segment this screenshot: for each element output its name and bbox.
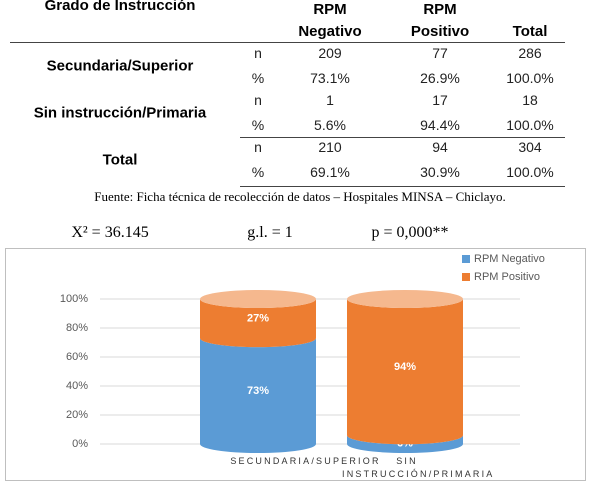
column-header: RPM Positivo <box>410 1 470 40</box>
legend-swatch <box>462 273 470 281</box>
value-label: 73% <box>247 385 269 397</box>
table-cell: 100.0% <box>506 70 554 86</box>
table-cell: 209 <box>318 45 342 61</box>
statistic: X² = 36.145 <box>71 224 149 241</box>
legend-label: RPM Positivo <box>474 271 540 283</box>
bar-segment <box>200 299 316 348</box>
row-group-label: Total <box>102 151 138 169</box>
bar-segment <box>347 435 463 453</box>
table-cell: % <box>251 164 265 180</box>
bar-top <box>200 290 316 308</box>
row-group-label: Sin instrucción/Primaria <box>33 104 207 122</box>
column-header: RPM Negativo <box>298 1 362 40</box>
legend-swatch <box>462 255 470 263</box>
table-cell: 304 <box>518 139 542 155</box>
column-header: Total <box>512 23 548 40</box>
table-cell: 100.0% <box>506 164 554 180</box>
bar-top <box>347 290 463 308</box>
table-cell: 94.4% <box>420 117 460 133</box>
table-cell: 17 <box>432 92 448 108</box>
table-cell: 30.9% <box>420 164 460 180</box>
row-group-label: Secundaria/Superior <box>46 57 194 75</box>
x-tick-label: SIN INSTRUCCIÓN/PRIMARIA <box>342 456 495 479</box>
x-tick-label: SECUNDARIA/SUPERIOR <box>230 456 381 466</box>
table-cell: 210 <box>318 139 342 155</box>
table-cell: n <box>254 139 262 155</box>
y-tick-label: 60% <box>66 351 88 363</box>
table-cell: n <box>254 45 262 61</box>
table-cell: 69.1% <box>310 164 350 180</box>
table-cell: 18 <box>522 92 538 108</box>
source-note: Fuente: Ficha técnica de recolección de … <box>94 189 506 204</box>
table-cell: % <box>251 117 265 133</box>
legend-label: RPM Negativo <box>474 253 545 265</box>
row-rule <box>240 137 565 138</box>
bar-segment <box>347 299 463 445</box>
statistic: g.l. = 1 <box>247 224 293 241</box>
table-cell: n <box>254 92 262 108</box>
table-cell: 26.9% <box>420 70 460 86</box>
table-cell: 100.0% <box>506 117 554 133</box>
table-cell: 73.1% <box>310 70 350 86</box>
value-label: 27% <box>247 312 269 324</box>
y-tick-label: 40% <box>66 380 88 392</box>
column-header: Grado de Instrucción <box>44 0 196 14</box>
y-tick-label: 80% <box>66 322 88 334</box>
y-tick-label: 0% <box>72 438 88 450</box>
bar-segment <box>200 338 316 453</box>
y-tick-label: 100% <box>60 293 88 305</box>
header-rule <box>10 42 565 43</box>
table-cell: 286 <box>518 45 542 61</box>
table-cell: 77 <box>432 45 448 61</box>
table-cell: % <box>251 70 265 86</box>
table-cell: 5.6% <box>314 117 346 133</box>
table-cell: 1 <box>326 92 334 108</box>
table-cell: 94 <box>432 139 448 155</box>
y-tick-label: 20% <box>66 409 88 421</box>
value-label: 94% <box>394 361 416 373</box>
statistic: p = 0,000** <box>371 224 449 241</box>
row-rule <box>240 186 565 187</box>
